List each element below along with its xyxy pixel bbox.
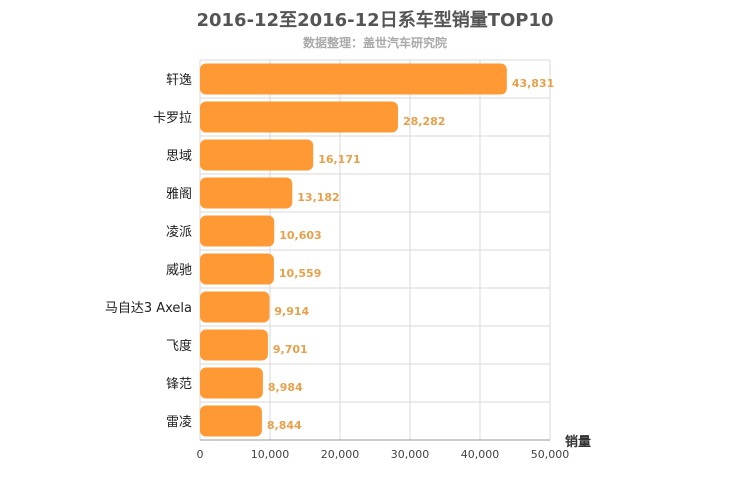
value-label: 13,182 [297,191,339,204]
bars-group [200,63,507,437]
category-label: 雷凌 [166,415,192,430]
bar[interactable] [200,253,274,285]
category-label: 锋范 [166,377,192,392]
value-label: 16,171 [318,153,360,166]
value-label: 43,831 [512,77,554,90]
value-label: 9,914 [274,305,309,318]
category-label: 威驰 [166,263,192,278]
chart-subtitle: 数据整理：盖世汽车研究院 [302,36,447,50]
value-label: 28,282 [403,115,445,128]
category-label: 雅阁 [166,187,192,202]
bar[interactable] [200,215,275,247]
bar[interactable] [200,139,314,171]
category-label: 思域 [166,149,192,164]
value-labels: 43,831 28,282 16,171 13,182 10,603 10,559 9,91… [267,77,554,432]
x-tick-label: 10,000 [251,448,290,461]
category-label: 凌派 [166,225,192,240]
value-label: 8,844 [267,419,302,432]
x-tick-labels: 0 10,000 20,000 30,000 40,000 50,000 [197,448,570,461]
x-tick-label: 0 [197,448,204,461]
chart-title: 2016-12至2016-12日系车型销量TOP10 [196,10,554,31]
x-tick-label: 30,000 [391,448,430,461]
bar[interactable] [200,405,262,437]
category-label: 马自达3 Axela [105,301,192,316]
bar[interactable] [200,367,263,399]
bar[interactable] [200,291,270,323]
grid-lines [199,59,551,441]
value-label: 10,559 [279,267,321,280]
value-label: 10,603 [279,229,321,242]
category-label: 轩逸 [166,73,192,88]
x-tick-label: 20,000 [321,448,360,461]
category-label: 卡罗拉 [153,111,192,126]
category-label: 飞度 [166,338,192,354]
bar[interactable] [200,63,507,95]
bar[interactable] [200,101,398,133]
x-tick-label: 50,000 [531,448,570,461]
x-axis-title: 销量 [565,434,591,450]
x-tick-label: 40,000 [461,448,500,461]
value-label: 8,984 [268,381,303,394]
bar[interactable] [200,329,268,361]
bar[interactable] [200,177,293,209]
value-label: 9,701 [273,343,308,356]
